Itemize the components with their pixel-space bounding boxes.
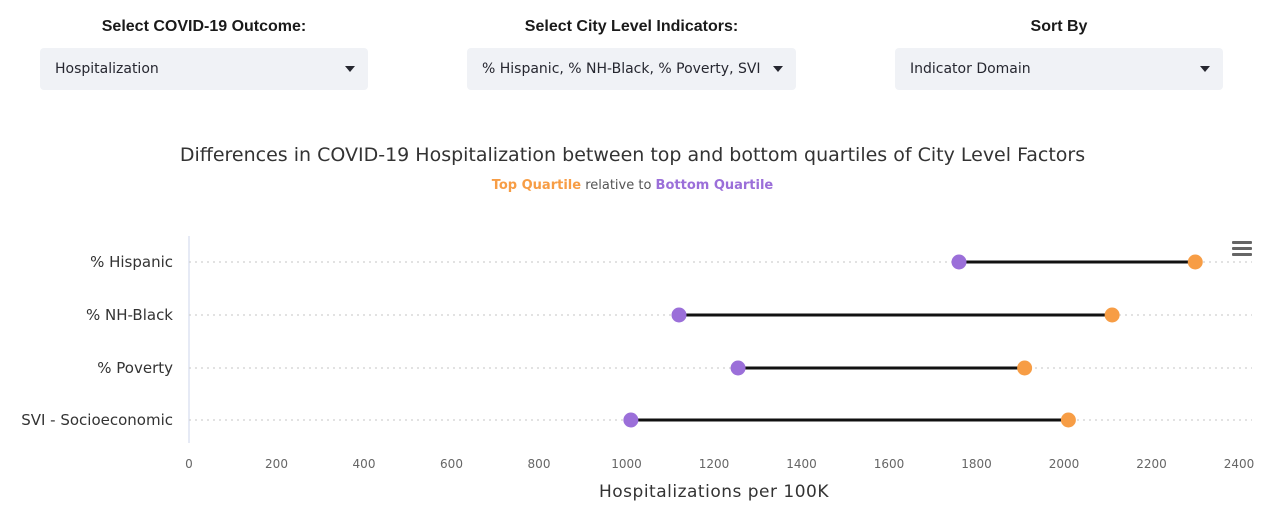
hamburger-menu-icon[interactable]: [1232, 241, 1252, 257]
x-tick-label: 1400: [786, 457, 817, 471]
outcome-select-value: Hospitalization: [55, 61, 159, 77]
x-tick-label: 600: [440, 457, 463, 471]
chart-subtitle: Top Quartile relative to Bottom Quartile: [0, 178, 1265, 193]
x-tick-label: 2200: [1136, 457, 1167, 471]
indicators-label: Select City Level Indicators:: [524, 18, 739, 35]
x-tick-label: 0: [185, 457, 193, 471]
x-tick-label: 2000: [1049, 457, 1080, 471]
indicators-select[interactable]: % Hispanic, % NH-Black, % Poverty, SVI -…: [467, 48, 796, 90]
top-quartile-point: [1104, 307, 1120, 323]
chart-title: Differences in COVID-19 Hospitalization …: [179, 144, 1086, 166]
x-tick-label: 400: [353, 457, 376, 471]
sort-select[interactable]: Indicator Domain: [895, 48, 1223, 90]
x-axis-title: Hospitalizations per 100K: [599, 482, 829, 502]
caret-down-icon: [345, 66, 355, 72]
x-tick-label: 200: [265, 457, 288, 471]
y-tick-label: % Poverty: [97, 359, 173, 377]
bottom-quartile-point: [623, 412, 639, 428]
y-tick-label: % NH-Black: [86, 306, 173, 324]
outcome-label: Select COVID-19 Outcome:: [101, 18, 307, 35]
x-tick-label: 2400: [1224, 457, 1255, 471]
y-tick-label: % Hispanic: [90, 253, 173, 271]
caret-down-icon: [773, 66, 783, 72]
sort-control: Sort By Indicator Domain: [895, 18, 1223, 90]
x-tick-label: 1600: [874, 457, 905, 471]
legend-bottom-quartile: Bottom Quartile: [655, 178, 774, 193]
bottom-quartile-point: [671, 307, 687, 323]
x-tick-label: 1200: [699, 457, 730, 471]
indicators-select-value: % Hispanic, % NH-Black, % Poverty, SVI -…: [482, 61, 762, 77]
x-tick-label: 800: [528, 457, 551, 471]
outcome-control: Select COVID-19 Outcome: Hospitalization: [40, 18, 368, 90]
sort-select-value: Indicator Domain: [910, 61, 1031, 77]
bottom-quartile-point: [730, 360, 746, 376]
x-tick-label: 1800: [961, 457, 992, 471]
legend-top-quartile: Top Quartile: [491, 178, 582, 193]
legend-relative-text: relative to: [581, 178, 656, 193]
outcome-select[interactable]: Hospitalization: [40, 48, 368, 90]
caret-down-icon: [1200, 66, 1210, 72]
sort-label: Sort By: [1030, 18, 1088, 35]
x-tick-label: 1000: [611, 457, 642, 471]
y-tick-label: SVI - Socioeconomic: [21, 411, 173, 429]
top-quartile-point: [1187, 254, 1203, 270]
bottom-quartile-point: [951, 254, 967, 270]
top-quartile-point: [1017, 360, 1033, 376]
indicators-control: Select City Level Indicators: % Hispanic…: [467, 18, 796, 90]
top-quartile-point: [1060, 412, 1076, 428]
